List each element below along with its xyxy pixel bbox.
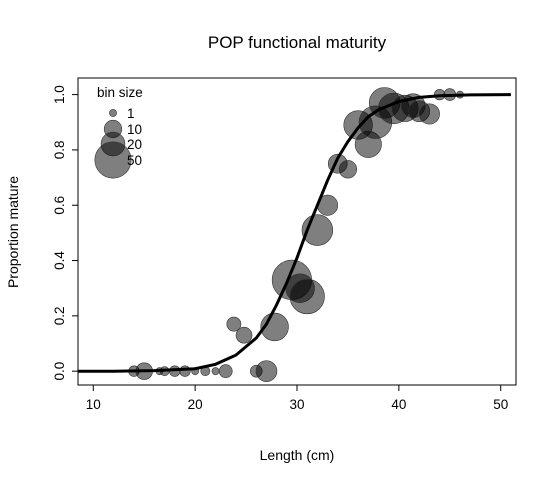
x-tick-label: 30 xyxy=(289,397,304,412)
x-tick-label: 40 xyxy=(391,397,406,412)
x-tick-label: 20 xyxy=(188,397,203,412)
y-tick-label: 0.6 xyxy=(52,196,67,215)
data-point xyxy=(179,365,191,377)
legend-entry-label: 50 xyxy=(127,153,142,168)
data-point xyxy=(289,278,325,315)
data-point xyxy=(211,367,220,376)
x-axis: 10 20 30 40 50 xyxy=(86,385,508,412)
y-tick-label: 0.8 xyxy=(52,141,67,160)
x-axis-label: Length (cm) xyxy=(260,447,335,463)
data-points xyxy=(128,87,464,382)
legend-entry-label: 1 xyxy=(127,106,135,121)
y-tick-label: 0.0 xyxy=(52,362,67,381)
data-point xyxy=(218,364,233,379)
logistic-fit-curve xyxy=(78,93,511,373)
x-tick-label: 10 xyxy=(86,397,101,412)
legend-entry-label: 20 xyxy=(127,137,142,152)
x-tick-label: 50 xyxy=(493,397,508,412)
legend-title: bin size xyxy=(97,85,143,100)
data-point xyxy=(418,103,440,125)
y-tick-label: 0.2 xyxy=(52,306,67,325)
data-point xyxy=(338,160,358,179)
y-tick-label: 1.0 xyxy=(52,85,67,104)
y-tick-label: 0.4 xyxy=(52,251,67,270)
data-point xyxy=(226,316,242,332)
legend-marker xyxy=(94,141,132,179)
data-point xyxy=(255,360,278,382)
data-point xyxy=(235,326,253,344)
y-axis-label: Proportion mature xyxy=(5,176,21,288)
legend-entry-label: 10 xyxy=(127,122,142,137)
legend-marker xyxy=(109,109,117,117)
plot-frame xyxy=(77,77,517,386)
y-axis: 0.0 0.2 0.4 0.6 0.8 1.0 xyxy=(52,85,78,381)
chart-title: POP functional maturity xyxy=(208,33,387,52)
